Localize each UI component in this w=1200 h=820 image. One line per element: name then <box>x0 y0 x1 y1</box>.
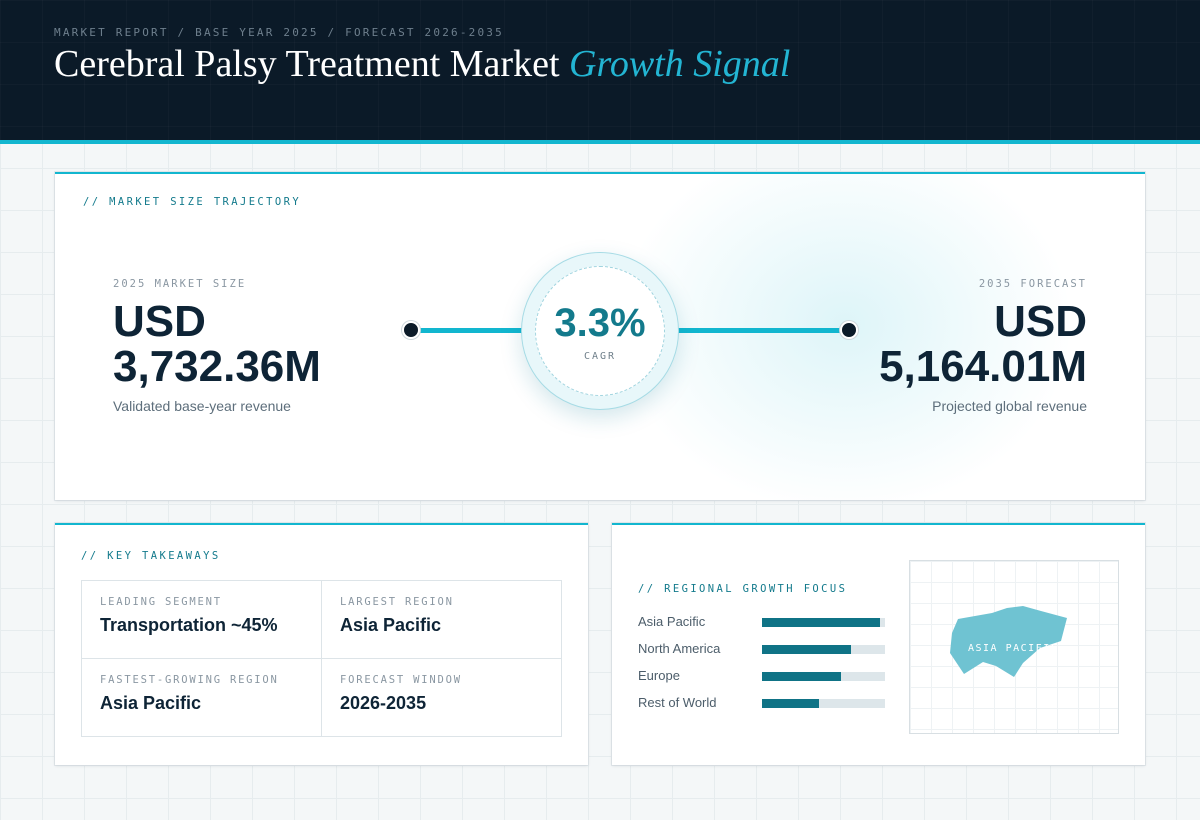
takeaways-label: // KEY TAKEAWAYS <box>81 550 221 562</box>
takeaway-value: 2026-2035 <box>340 693 427 713</box>
region-bar-fill <box>762 645 851 654</box>
region-row: Europe <box>638 668 888 684</box>
page-title-main: Cerebral Palsy Treatment Market <box>54 43 560 85</box>
takeaways-grid: LEADING SEGMENT Transportation ~45% LARG… <box>81 580 562 737</box>
start-amount: 3,732.36M <box>113 342 321 391</box>
region-map: ASIA PACIFIC <box>909 560 1119 734</box>
takeaway-caption: LARGEST REGION <box>340 596 454 608</box>
start-value: USD 3,732.36M <box>113 299 321 389</box>
end-caption: 2035 FORECAST <box>978 278 1087 290</box>
map-region-label: ASIA PACIFIC <box>968 643 1058 654</box>
cagr-value: 3.3% <box>554 301 646 345</box>
region-name: Europe <box>638 668 680 683</box>
region-name: North America <box>638 641 721 656</box>
region-bar-fill <box>762 618 881 627</box>
cagr-badge: 3.3% CAGR <box>521 252 679 410</box>
takeaway-cell: LARGEST REGION Asia Pacific <box>321 581 561 659</box>
region-bar-track <box>762 618 885 627</box>
market-size-trajectory-card: // MARKET SIZE TRAJECTORY 2025 MARKET SI… <box>55 172 1145 500</box>
end-currency: USD <box>994 297 1087 346</box>
region-bar-track <box>762 672 885 681</box>
takeaway-caption: FASTEST-GROWING REGION <box>100 674 279 686</box>
regional-label: // REGIONAL GROWTH FOCUS <box>638 583 848 595</box>
start-currency: USD <box>113 297 206 346</box>
takeaway-caption: LEADING SEGMENT <box>100 596 222 608</box>
regional-growth-card: // REGIONAL GROWTH FOCUS Asia Pacific No… <box>612 523 1145 765</box>
end-note: Projected global revenue <box>932 398 1087 414</box>
end-value: USD 5,164.01M <box>879 299 1087 389</box>
region-row: North America <box>638 641 888 657</box>
takeaway-cell: FASTEST-GROWING REGION Asia Pacific <box>82 658 322 736</box>
region-bar-fill <box>762 672 841 681</box>
trajectory-label: // MARKET SIZE TRAJECTORY <box>83 196 302 208</box>
start-point <box>402 321 420 339</box>
takeaway-value: Asia Pacific <box>100 693 202 713</box>
cagr-label: CAGR <box>583 351 617 362</box>
region-bar-track <box>762 699 885 708</box>
takeaway-caption: FORECAST WINDOW <box>340 674 462 686</box>
cagr-inner-ring: 3.3% CAGR <box>535 266 665 396</box>
region-row: Rest of World <box>638 695 888 711</box>
region-name: Asia Pacific <box>638 614 706 629</box>
end-point <box>840 321 858 339</box>
key-takeaways-card: // KEY TAKEAWAYS LEADING SEGMENT Transpo… <box>55 523 588 765</box>
region-bar-track <box>762 645 885 654</box>
page-title-accent: Growth Signal <box>569 43 791 85</box>
start-caption: 2025 MARKET SIZE <box>113 278 247 290</box>
takeaway-value: Transportation ~45% <box>100 615 278 635</box>
region-row: Asia Pacific <box>638 614 888 630</box>
breadcrumb: MARKET REPORT / BASE YEAR 2025 / FORECAS… <box>54 26 504 39</box>
takeaway-value: Asia Pacific <box>340 615 442 635</box>
region-name: Rest of World <box>638 695 717 710</box>
takeaway-cell: FORECAST WINDOW 2026-2035 <box>321 658 561 736</box>
region-bar-fill <box>762 699 819 708</box>
report-header: MARKET REPORT / BASE YEAR 2025 / FORECAS… <box>0 0 1200 144</box>
takeaway-cell: LEADING SEGMENT Transportation ~45% <box>82 581 322 659</box>
page-title: Cerebral Palsy Treatment Market Growth S… <box>54 42 790 86</box>
start-note: Validated base-year revenue <box>113 398 291 414</box>
asia-pacific-map-shape: ASIA PACIFIC <box>950 606 1067 677</box>
end-amount: 5,164.01M <box>879 342 1087 391</box>
